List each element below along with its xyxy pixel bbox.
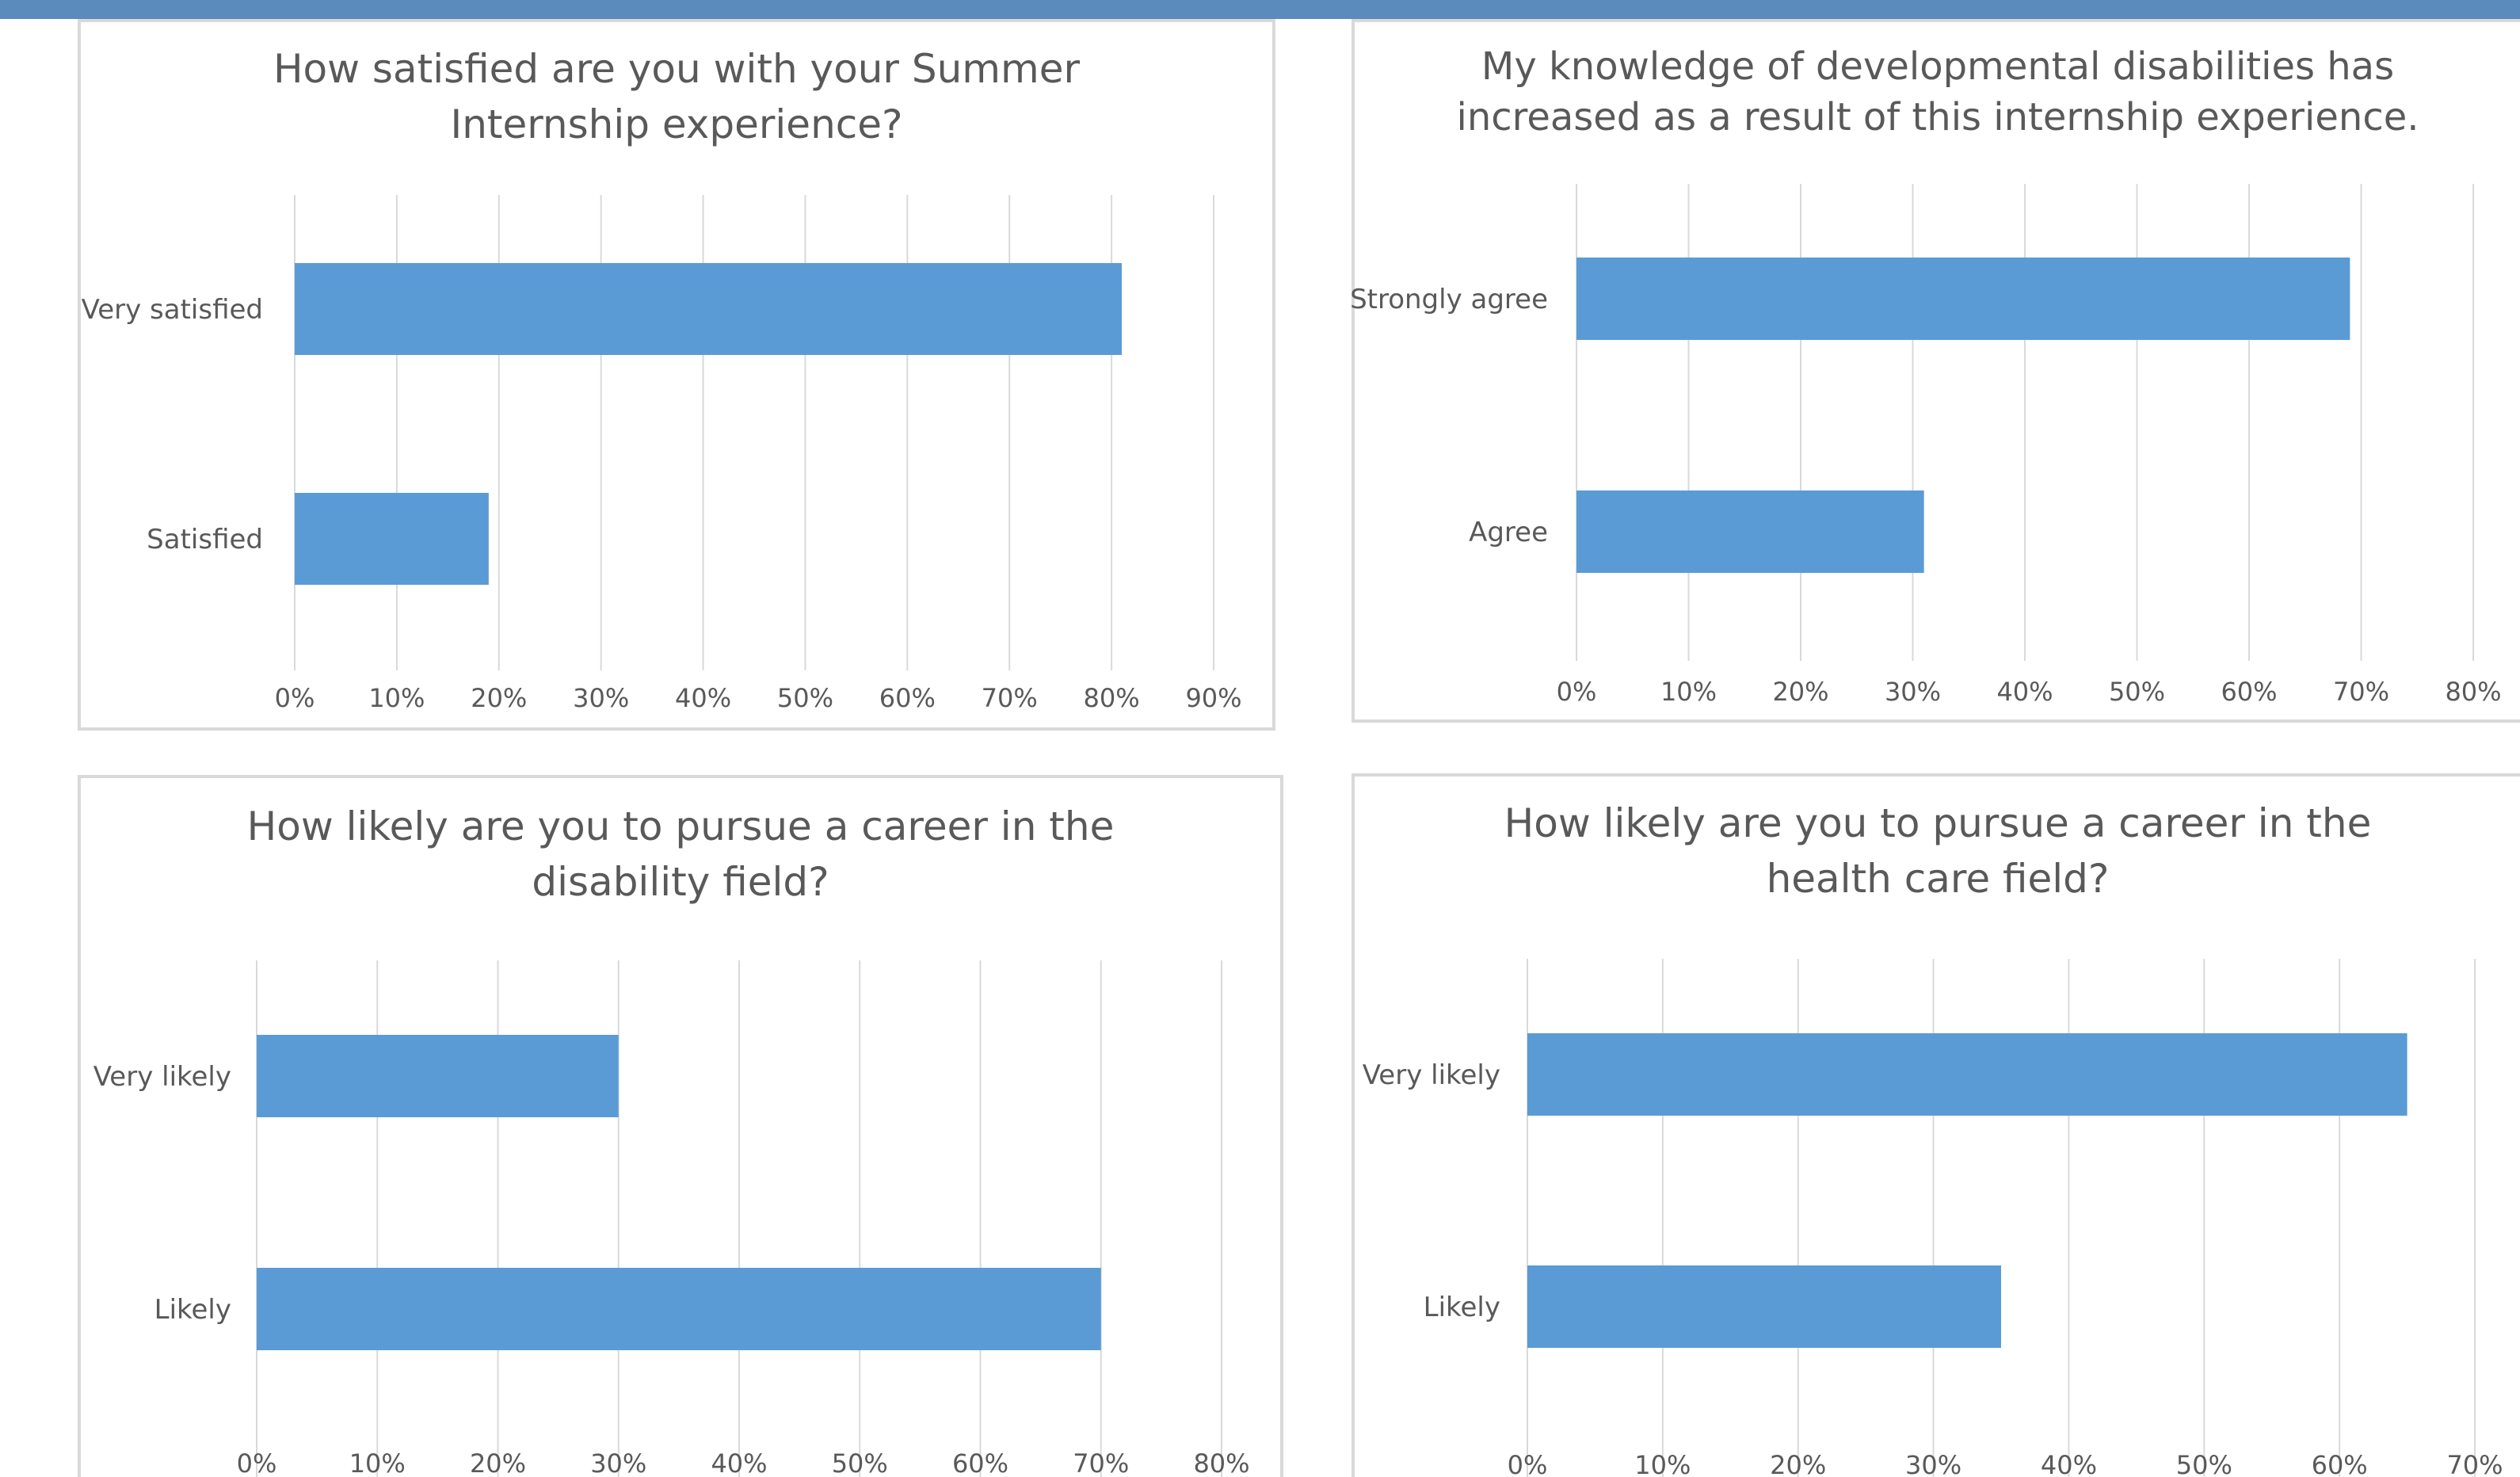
x-tick-label: 10% <box>368 683 425 713</box>
x-tick-label: 80% <box>1193 1448 1249 1477</box>
x-tick-label: 40% <box>675 683 731 713</box>
x-tick-label: 70% <box>2333 677 2389 707</box>
x-tick-label: 30% <box>1885 677 1941 707</box>
x-tick-label: 10% <box>1634 1450 1691 1477</box>
bar <box>1527 1265 2001 1348</box>
x-tick-label: 10% <box>349 1448 406 1477</box>
x-tick-label: 20% <box>1772 677 1828 707</box>
top-band <box>0 0 2520 19</box>
category-label: Very satisfied <box>82 294 263 326</box>
category-label: Very likely <box>93 1061 231 1093</box>
chart-title-line-1: How satisfied are you with your Summer <box>273 46 1081 92</box>
chart-title-line-2: disability field? <box>532 859 829 905</box>
x-tick-label: 50% <box>832 1448 888 1477</box>
chart-panel-disability-career: How likely are you to pursue a career in… <box>78 775 1283 1477</box>
x-tick-label: 70% <box>982 683 1038 713</box>
x-tick-label: 0% <box>237 1448 277 1477</box>
bar <box>1576 258 2350 340</box>
x-tick-label: 40% <box>711 1448 767 1477</box>
chart-title: My knowledge of developmental disabiliti… <box>1355 41 2520 143</box>
chart-title-line-1: How likely are you to pursue a career in… <box>246 803 1115 849</box>
bar <box>257 1035 619 1117</box>
chart-title: How likely are you to pursue a career in… <box>81 799 1280 910</box>
category-label: Agree <box>1469 517 1548 548</box>
x-tick-label: 80% <box>2445 677 2501 707</box>
chart-title-line-2: Internship experience? <box>450 101 903 147</box>
x-tick-label: 20% <box>471 683 527 713</box>
chart-panel-knowledge-increase: My knowledge of developmental disabiliti… <box>1350 19 2520 723</box>
category-label: Likely <box>154 1294 231 1326</box>
x-tick-label: 0% <box>1557 677 1597 707</box>
x-tick-label: 70% <box>1073 1448 1129 1477</box>
x-tick-label: 90% <box>1185 683 1241 713</box>
x-tick-label: 60% <box>952 1448 1008 1477</box>
bar <box>295 493 489 585</box>
chart-title: How satisfied are you with your Summer I… <box>81 41 1272 152</box>
x-tick-label: 20% <box>1770 1450 1826 1477</box>
chart-title: How likely are you to pursue a career in… <box>1355 796 2520 906</box>
x-tick-label: 30% <box>590 1448 646 1477</box>
x-tick-label: 30% <box>573 683 629 713</box>
chart-title-line-2: health care field? <box>1766 856 2110 902</box>
chart-title-line-2: increased as a result of this internship… <box>1456 95 2419 139</box>
x-tick-label: 60% <box>879 683 936 713</box>
bar <box>295 263 1122 355</box>
category-label: Strongly agree <box>1350 284 1548 315</box>
chart-title-line-1: My knowledge of developmental disabiliti… <box>1481 44 2395 89</box>
bar-chart-disability-career: 0% 10% 20% 30% 40% 50% 60% 70% 80% Very likely Lik… <box>93 960 1250 1477</box>
x-tick-label: 40% <box>1996 677 2053 707</box>
x-tick-label: 80% <box>1084 683 1140 713</box>
x-tick-label: 20% <box>470 1448 526 1477</box>
x-tick-label: 50% <box>2176 1450 2232 1477</box>
x-tick-label: 30% <box>1905 1450 1961 1477</box>
category-label: Satisfied <box>147 524 263 555</box>
x-tick-label: 60% <box>2312 1450 2368 1477</box>
category-label: Likely <box>1424 1292 1500 1323</box>
bar-chart-internship-satisfaction: 0% 10% 20% 30% 40% 50% 60% 70% 80% 90% Very satisf… <box>82 195 1242 713</box>
bar-chart-health-care-career: 0% 10% 20% 30% 40% 50% 60% 70% Very likely Likely <box>1363 959 2503 1477</box>
category-label: Very likely <box>1363 1059 1500 1091</box>
x-tick-label: 50% <box>777 683 833 713</box>
x-tick-label: 0% <box>1508 1450 1548 1477</box>
x-tick-label: 50% <box>2109 677 2165 707</box>
x-tick-label: 0% <box>275 683 315 713</box>
chart-title-line-1: How likely are you to pursue a career in… <box>1504 800 2372 846</box>
x-tick-label: 70% <box>2446 1450 2503 1477</box>
bar <box>1576 490 1924 573</box>
x-tick-label: 40% <box>2041 1450 2097 1477</box>
chart-panel-internship-satisfaction: How satisfied are you with your Summer I… <box>78 19 1275 731</box>
bar <box>257 1268 1101 1350</box>
chart-panel-health-care-career: How likely are you to pursue a career in… <box>1351 773 2520 1477</box>
x-tick-label: 60% <box>2221 677 2277 707</box>
bar <box>1527 1033 2408 1116</box>
bar-chart-knowledge-increase: 0% 10% 20% 30% 40% 50% 60% 70% 80% Strongly agree… <box>1350 184 2502 707</box>
x-tick-label: 10% <box>1660 677 1717 707</box>
